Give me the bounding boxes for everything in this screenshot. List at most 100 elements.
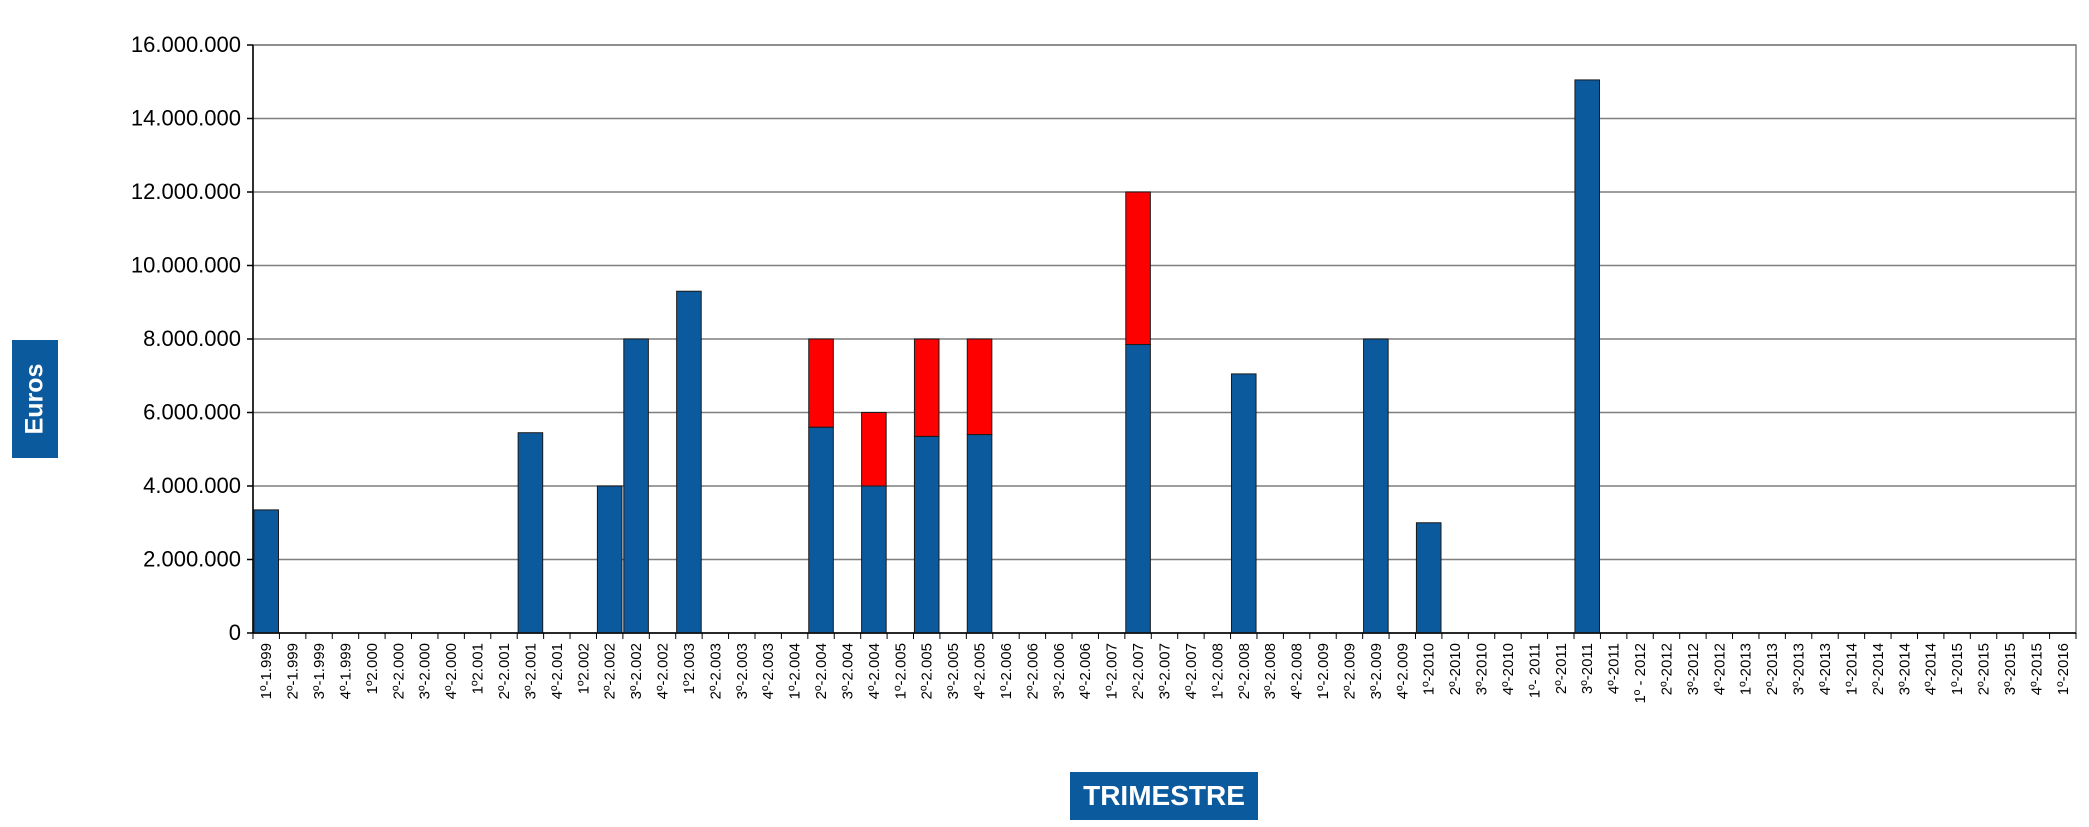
y-tick-label-7: 14.000.000 <box>131 106 241 131</box>
x-tick-label-40: 1º-2.009 <box>1315 643 1332 699</box>
x-tick-label-44: 1º-2010 <box>1421 643 1438 695</box>
x-tick-label-11: 4º-2.001 <box>549 643 566 699</box>
x-tick-label-49: 2º-2011 <box>1553 643 1570 694</box>
y-tick-label-3: 6.000.000 <box>143 400 241 425</box>
x-tick-label-31: 4º-2.006 <box>1077 643 1094 699</box>
y-tick-label-1: 2.000.000 <box>143 547 241 572</box>
x-tick-label-48: 1º- 2011 <box>1526 643 1543 698</box>
bar-s0-42 <box>1363 338 1389 634</box>
x-tick-label-22: 3º-2.004 <box>839 643 856 699</box>
y-tick-label-5: 10.000.000 <box>131 253 241 278</box>
x-tick-label-38: 3º-2.008 <box>1262 643 1279 699</box>
bar-s1-27 <box>966 338 993 436</box>
x-tick-label-6: 3º-2.000 <box>417 643 434 699</box>
x-tick-label-34: 3º-2.007 <box>1157 643 1174 699</box>
bar-s1-23 <box>861 412 887 487</box>
bar-s0-25 <box>913 435 940 634</box>
x-tick-label-63: 4º-2014 <box>1923 643 1940 695</box>
y-tick-label-6: 12.000.000 <box>131 179 241 204</box>
x-tick-label-41: 2º-2.009 <box>1341 643 1358 699</box>
x-tick-label-42: 3º-2.009 <box>1368 643 1385 699</box>
x-tick-label-46: 3º-2010 <box>1474 643 1491 695</box>
bar-s0-27 <box>966 434 993 634</box>
x-tick-label-45: 2º-2010 <box>1447 643 1464 695</box>
x-tick-label-50: 3º-2011 <box>1579 643 1596 694</box>
bar-s0-13 <box>596 485 623 634</box>
x-tick-label-17: 2º-2.003 <box>707 643 724 699</box>
axes <box>247 44 2077 639</box>
x-tick-label-28: 1º-2.006 <box>998 643 1015 699</box>
bar-s0-14 <box>623 338 649 634</box>
x-tick-label-32: 1º-2.007 <box>1104 643 1121 699</box>
x-tick-label-68: 1º-2016 <box>2055 643 2072 695</box>
bar-s1-21 <box>808 338 834 428</box>
x-tick-label-66: 3º-2015 <box>2002 643 2019 695</box>
y-tick-labels: 0 2.000.000 4.000.000 6.000.000 8.000.000 10.… <box>131 32 241 645</box>
bar-s0-33 <box>1125 344 1151 634</box>
x-tick-label-21: 2º-2.004 <box>813 643 830 699</box>
bar-s0-44 <box>1415 522 1442 634</box>
x-tick-label-9: 2º-2.001 <box>496 643 513 699</box>
x-tick-label-15: 4º-2.002 <box>655 643 672 699</box>
bar-s0-23 <box>861 485 887 634</box>
x-tick-label-13: 2º-2.002 <box>602 643 619 699</box>
x-tick-label-12: 1º2.002 <box>575 643 592 694</box>
bar-s0-37 <box>1230 373 1257 634</box>
x-tick-label-4: 1º2.000 <box>364 643 381 694</box>
bar-s0-10 <box>517 432 544 634</box>
x-tick-label-7: 4º-2.000 <box>443 643 460 699</box>
x-tick-label-35: 4º-2.007 <box>1183 643 1200 699</box>
x-tick-label-29: 2º-2.006 <box>1024 643 1041 699</box>
x-tick-labels: 1º-1.999 2º-1.999 3º-1.999 4º-1.999 1º2.000 2… <box>258 643 2072 704</box>
x-tick-label-8: 1º2.001 <box>470 643 487 694</box>
x-tick-label-62: 3º-2014 <box>1896 643 1913 695</box>
x-tick-label-30: 3º-2.006 <box>1051 643 1068 699</box>
x-tick-label-18: 3º-2.003 <box>734 643 751 699</box>
x-tick-label-56: 1º-2013 <box>1738 643 1755 695</box>
bar-s0-50 <box>1574 79 1601 634</box>
bar-s0-16 <box>676 290 702 634</box>
y-tick-label-4: 8.000.000 <box>143 326 241 351</box>
x-tick-label-43: 4º-2.009 <box>1394 643 1411 699</box>
x-tick-label-58: 3º-2013 <box>1791 643 1808 695</box>
x-axis-title: TRIMESTRE <box>1070 772 1258 820</box>
x-tick-label-2: 3º-1.999 <box>311 643 328 699</box>
bar-s1-33 <box>1125 191 1151 346</box>
x-tick-label-55: 4º-2012 <box>1711 643 1728 695</box>
bar-s0-0 <box>253 509 279 634</box>
x-tick-label-19: 4º-2.003 <box>760 643 777 699</box>
x-tick-label-25: 2º-2.005 <box>919 643 936 699</box>
x-tick-label-20: 1º-2.004 <box>787 643 804 699</box>
y-axis-title: Euros <box>12 340 58 458</box>
x-tick-label-23: 4º-2.004 <box>866 643 883 699</box>
bar-s1-25 <box>913 338 940 437</box>
x-tick-label-14: 3º-2.002 <box>628 643 645 699</box>
x-tick-label-60: 1º-2014 <box>1843 643 1860 695</box>
x-tick-label-5: 2º-2.000 <box>390 643 407 699</box>
x-tick-label-64: 1º-2015 <box>1949 643 1966 695</box>
x-tick-label-57: 2º-2013 <box>1764 643 1781 695</box>
y-tick-label-8: 16.000.000 <box>131 32 241 57</box>
x-tick-label-10: 3º-2.001 <box>522 643 539 699</box>
x-tick-label-53: 2º-2012 <box>1658 643 1675 695</box>
x-tick-label-37: 2º-2.008 <box>1236 643 1253 699</box>
x-tick-label-0: 1º-1.999 <box>258 643 275 699</box>
x-tick-label-33: 2º-2.007 <box>1130 643 1147 699</box>
x-tick-label-1: 2º-1.999 <box>285 643 302 699</box>
x-tick-label-54: 3º-2012 <box>1685 643 1702 695</box>
x-tick-label-52: 1º - 2012 <box>1632 643 1649 704</box>
x-tick-label-27: 4º-2.005 <box>972 643 989 699</box>
y-axis-title-text: Euros <box>20 363 49 435</box>
x-tick-label-51: 4º-2011 <box>1606 643 1623 694</box>
x-tick-label-16: 1º2.003 <box>681 643 698 694</box>
x-tick-label-36: 1º-2.008 <box>1209 643 1226 699</box>
x-tick-label-67: 4º-2015 <box>2028 643 2045 695</box>
x-tick-label-3: 4º-1.999 <box>337 643 354 699</box>
x-tick-label-47: 4º-2010 <box>1500 643 1517 695</box>
x-tick-label-26: 3º-2.005 <box>945 643 962 699</box>
x-tick-label-59: 4º-2013 <box>1817 643 1834 695</box>
x-tick-label-61: 2º-2014 <box>1870 643 1887 695</box>
bars <box>253 79 1601 634</box>
bar-s0-21 <box>808 426 834 634</box>
